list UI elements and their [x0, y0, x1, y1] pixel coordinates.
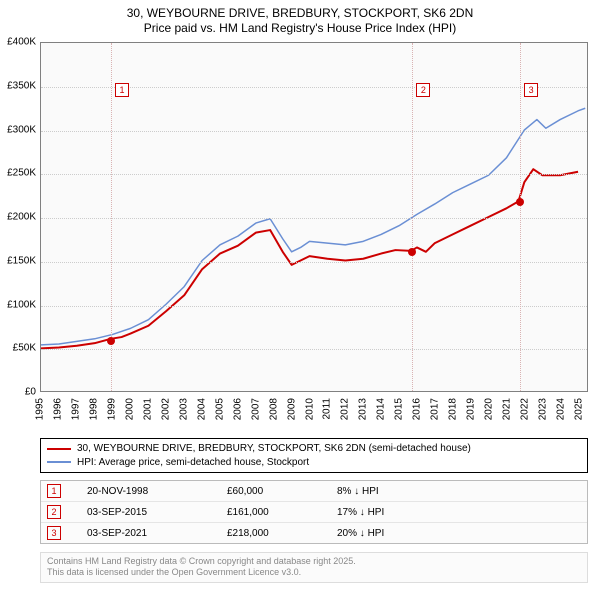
- sale-dot: [408, 248, 416, 256]
- y-tick-label: £100K: [0, 299, 36, 310]
- title-line-2: Price paid vs. HM Land Registry's House …: [4, 21, 596, 36]
- sales-row: 1 20-NOV-1998£60,0008% ↓ HPI: [41, 481, 587, 501]
- legend-swatch-hpi: [47, 461, 71, 463]
- x-tick-label: 2011: [322, 398, 333, 420]
- sale-price: £161,000: [227, 507, 337, 518]
- x-tick-label: 2002: [160, 398, 171, 420]
- x-tick-label: 2024: [556, 398, 567, 420]
- sales-row: 3 03-SEP-2021£218,00020% ↓ HPI: [41, 522, 587, 543]
- chart-title: 30, WEYBOURNE DRIVE, BREDBURY, STOCKPORT…: [0, 0, 600, 38]
- y-tick-label: £250K: [0, 168, 36, 179]
- sale-marker-box: 1: [115, 83, 129, 97]
- sale-price: £218,000: [227, 528, 337, 539]
- x-tick-label: 2019: [466, 398, 477, 420]
- x-tick-label: 2022: [520, 398, 531, 420]
- chart-area: 123 £0£50K£100K£150K£200K£250K£300K£350K…: [40, 42, 588, 392]
- x-tick-label: 2009: [286, 398, 297, 420]
- x-tick-label: 1995: [35, 398, 46, 420]
- sale-dot: [107, 337, 115, 345]
- legend: 30, WEYBOURNE DRIVE, BREDBURY, STOCKPORT…: [40, 438, 588, 473]
- sale-dot: [516, 198, 524, 206]
- x-tick-label: 2008: [268, 398, 279, 420]
- x-tick-label: 2023: [538, 398, 549, 420]
- sale-marker-line: [412, 43, 413, 391]
- sale-delta: 17% ↓ HPI: [337, 507, 447, 518]
- legend-swatch-price-paid: [47, 448, 71, 450]
- plot-region: 1 2 3: [40, 42, 588, 392]
- footer-line-2: This data is licensed under the Open Gov…: [47, 567, 581, 578]
- y-tick-label: £200K: [0, 212, 36, 223]
- x-tick-label: 1998: [88, 398, 99, 420]
- sale-date: 20-NOV-1998: [87, 486, 227, 497]
- x-tick-label: 2015: [394, 398, 405, 420]
- x-tick-label: 2018: [448, 398, 459, 420]
- x-tick-label: 1996: [52, 398, 63, 420]
- sale-index-box: 1: [47, 484, 61, 498]
- footer-line-1: Contains HM Land Registry data © Crown c…: [47, 556, 581, 567]
- legend-item-price-paid: 30, WEYBOURNE DRIVE, BREDBURY, STOCKPORT…: [47, 442, 581, 456]
- x-tick-label: 2003: [178, 398, 189, 420]
- x-tick-label: 1999: [106, 398, 117, 420]
- y-tick-label: £300K: [0, 124, 36, 135]
- x-tick-label: 1997: [70, 398, 81, 420]
- x-tick-label: 2020: [484, 398, 495, 420]
- gridline-y: [41, 218, 587, 219]
- x-tick-label: 2000: [124, 398, 135, 420]
- series-line-price-paid: [41, 169, 578, 348]
- y-tick-label: £350K: [0, 80, 36, 91]
- sale-index-box: 2: [47, 505, 61, 519]
- x-tick-label: 2012: [340, 398, 351, 420]
- legend-label-hpi: HPI: Average price, semi-detached house,…: [77, 456, 309, 470]
- sale-marker-line: [520, 43, 521, 391]
- title-line-1: 30, WEYBOURNE DRIVE, BREDBURY, STOCKPORT…: [4, 6, 596, 21]
- sale-date: 03-SEP-2021: [87, 528, 227, 539]
- y-tick-label: £50K: [0, 343, 36, 354]
- x-tick-label: 2001: [142, 398, 153, 420]
- x-tick-label: 2013: [358, 398, 369, 420]
- x-tick-label: 2016: [412, 398, 423, 420]
- y-tick-label: £0: [0, 387, 36, 398]
- y-tick-label: £400K: [0, 37, 36, 48]
- x-tick-label: 2010: [304, 398, 315, 420]
- gridline-y: [41, 306, 587, 307]
- x-tick-label: 2021: [502, 398, 513, 420]
- sale-delta: 20% ↓ HPI: [337, 528, 447, 539]
- sales-table: 1 20-NOV-1998£60,0008% ↓ HPI 2 03-SEP-2015£…: [40, 480, 588, 544]
- gridline-y: [41, 174, 587, 175]
- sale-index-box: 3: [47, 526, 61, 540]
- footer-attribution: Contains HM Land Registry data © Crown c…: [40, 552, 588, 583]
- sale-delta: 8% ↓ HPI: [337, 486, 447, 497]
- sale-price: £60,000: [227, 486, 337, 497]
- gridline-y: [41, 349, 587, 350]
- gridline-y: [41, 131, 587, 132]
- x-tick-label: 2004: [196, 398, 207, 420]
- gridline-y: [41, 262, 587, 263]
- sale-date: 03-SEP-2015: [87, 507, 227, 518]
- x-tick-label: 2006: [232, 398, 243, 420]
- x-tick-label: 2007: [250, 398, 261, 420]
- y-tick-label: £150K: [0, 255, 36, 266]
- x-tick-label: 2025: [574, 398, 585, 420]
- x-tick-label: 2005: [214, 398, 225, 420]
- legend-item-hpi: HPI: Average price, semi-detached house,…: [47, 456, 581, 470]
- x-tick-label: 2017: [430, 398, 441, 420]
- legend-label-price-paid: 30, WEYBOURNE DRIVE, BREDBURY, STOCKPORT…: [77, 442, 471, 456]
- sale-marker-box: 2: [416, 83, 430, 97]
- x-tick-label: 2014: [376, 398, 387, 420]
- sales-row: 2 03-SEP-2015£161,00017% ↓ HPI: [41, 501, 587, 522]
- sale-marker-box: 3: [524, 83, 538, 97]
- series-line-hpi: [41, 108, 585, 345]
